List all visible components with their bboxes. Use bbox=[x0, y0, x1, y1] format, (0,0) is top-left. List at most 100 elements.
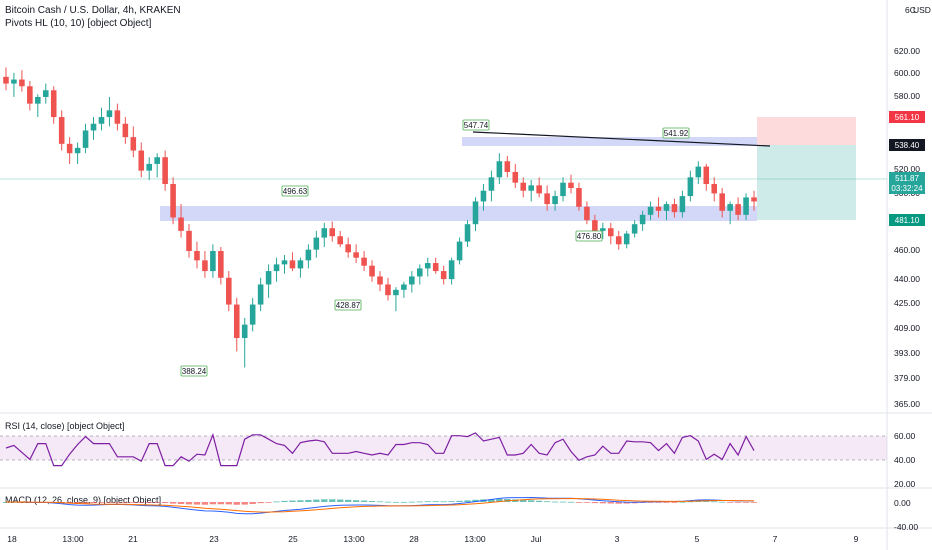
candle bbox=[568, 174, 574, 194]
macd-bar bbox=[488, 499, 495, 502]
candle bbox=[233, 297, 240, 352]
macd-bar bbox=[337, 499, 344, 502]
macd-bar bbox=[575, 502, 583, 503]
entry-price-tag: 538.40 bbox=[889, 139, 925, 151]
trendline[interactable] bbox=[472, 131, 771, 147]
stop-zone bbox=[757, 117, 856, 145]
rsi-tick: 20.00 bbox=[894, 479, 916, 489]
candle bbox=[35, 94, 41, 118]
candle bbox=[448, 257, 455, 285]
candle bbox=[401, 281, 407, 298]
time-tick: 7 bbox=[773, 534, 778, 544]
candle bbox=[496, 153, 503, 185]
candle bbox=[58, 110, 65, 151]
candle bbox=[50, 86, 57, 124]
price-tick: 425.00 bbox=[894, 298, 920, 308]
macd-bar bbox=[98, 502, 105, 503]
macd-bar bbox=[352, 500, 360, 502]
macd-bar bbox=[750, 502, 758, 503]
macd-bar bbox=[305, 499, 312, 502]
macd-bar bbox=[376, 501, 384, 503]
macd-bar bbox=[146, 502, 153, 503]
candle bbox=[480, 184, 487, 211]
macd-bar bbox=[281, 500, 288, 502]
macd-bar bbox=[703, 501, 710, 502]
macd-bar bbox=[257, 502, 264, 504]
macd-bar bbox=[719, 501, 726, 503]
macd-bar bbox=[177, 502, 185, 504]
candle bbox=[512, 163, 519, 189]
macd-bar bbox=[472, 499, 479, 502]
time-tick: 25 bbox=[288, 534, 298, 544]
time-tick: 13:00 bbox=[62, 534, 84, 544]
candle bbox=[122, 117, 129, 144]
svg-text:476.80: 476.80 bbox=[577, 232, 602, 241]
macd-bar bbox=[265, 502, 272, 503]
candle bbox=[735, 197, 741, 221]
candle bbox=[369, 260, 375, 282]
macd-bar bbox=[655, 502, 662, 503]
candle bbox=[66, 137, 73, 164]
candle bbox=[424, 257, 431, 277]
svg-text:547.74: 547.74 bbox=[464, 121, 489, 130]
candle bbox=[154, 153, 160, 178]
macd-bar bbox=[114, 502, 121, 503]
macd-bar bbox=[535, 500, 543, 502]
candle bbox=[655, 197, 662, 218]
time-tick: 18 bbox=[7, 534, 17, 544]
candle bbox=[584, 201, 590, 225]
macd-bar bbox=[567, 501, 575, 503]
price-tick: 600.00 bbox=[894, 68, 920, 78]
candle bbox=[130, 126, 137, 158]
price-tick: 409.00 bbox=[894, 323, 920, 333]
candle bbox=[3, 67, 9, 91]
macd-bar bbox=[424, 501, 431, 503]
candle bbox=[170, 177, 176, 225]
macd-bar bbox=[687, 501, 694, 503]
chart-title: Bitcoin Cash / U.S. Dollar, 4h, KRAKEN bbox=[5, 5, 181, 16]
macd-bar bbox=[161, 502, 169, 504]
price-tick: 520.00 bbox=[894, 164, 920, 174]
macd-bar bbox=[543, 501, 551, 503]
macd-bar bbox=[193, 502, 201, 505]
candle bbox=[98, 107, 105, 131]
rsi-tick: 60.00 bbox=[894, 431, 916, 441]
macd-bar bbox=[217, 502, 225, 505]
macd-bar bbox=[233, 502, 240, 505]
candle bbox=[19, 70, 25, 92]
macd-bar bbox=[432, 501, 439, 503]
pivot-label: 496.63 bbox=[281, 185, 309, 197]
time-tick: 3 bbox=[615, 534, 620, 544]
macd-bar bbox=[695, 501, 702, 502]
candle bbox=[210, 244, 216, 278]
macd-bar bbox=[2, 502, 10, 503]
time-tick: 9 bbox=[854, 534, 859, 544]
macd-bar bbox=[225, 502, 232, 505]
macd-bar bbox=[289, 500, 296, 502]
candle bbox=[393, 287, 399, 312]
candle bbox=[504, 155, 511, 178]
macd-bar bbox=[559, 501, 567, 503]
pivot-label: 541.92 bbox=[662, 127, 690, 139]
macd-bar bbox=[408, 501, 416, 503]
candle bbox=[409, 271, 415, 293]
macd-bar bbox=[647, 502, 654, 503]
macd-bar bbox=[711, 501, 718, 503]
candle bbox=[727, 201, 733, 225]
candle bbox=[27, 80, 33, 111]
price-axis-top: 6C bbox=[905, 5, 916, 15]
candle bbox=[544, 185, 550, 211]
candle bbox=[472, 197, 479, 231]
candle bbox=[178, 204, 184, 238]
candle bbox=[703, 163, 710, 191]
svg-text:428.87: 428.87 bbox=[336, 301, 361, 310]
candle bbox=[114, 103, 121, 131]
candle bbox=[440, 265, 447, 285]
candle bbox=[249, 297, 256, 332]
macd-bar bbox=[663, 502, 670, 503]
rsi-tick: 40.00 bbox=[894, 455, 916, 465]
currency-label[interactable]: USD bbox=[913, 5, 931, 15]
candle bbox=[353, 244, 359, 264]
macd-bar bbox=[528, 500, 535, 502]
